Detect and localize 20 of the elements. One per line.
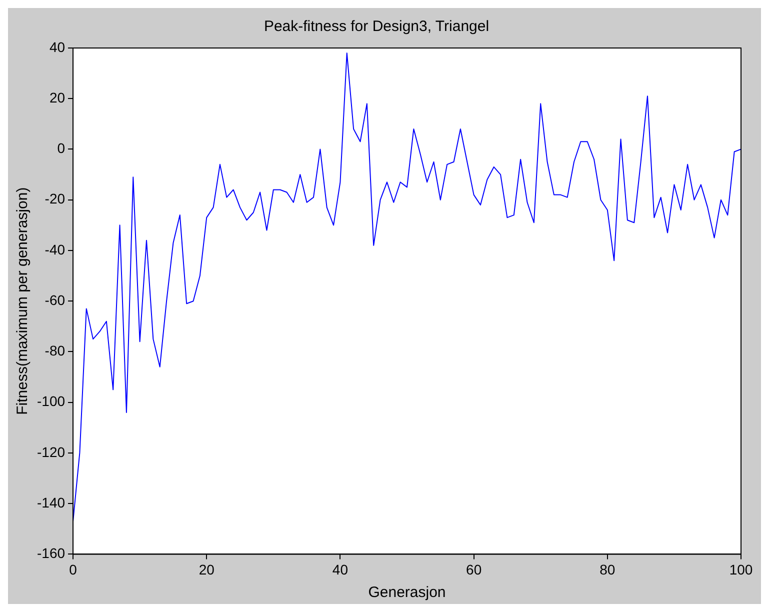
x-tick-label: 0	[69, 561, 78, 578]
y-tick-label: 40	[49, 38, 66, 55]
x-tick-label: 80	[600, 561, 616, 578]
y-tick-label: -20	[44, 190, 66, 207]
y-tick-label: 0	[57, 140, 66, 156]
y-tick-label: -60	[44, 292, 66, 308]
chart-title: Peak-fitness for Design3, Triangel	[264, 18, 490, 36]
y-tick-label: -160	[36, 545, 66, 562]
x-tick-label: 40	[332, 561, 348, 578]
y-tick-label: -120	[36, 444, 66, 460]
x-axis-title: Generasjon	[368, 584, 446, 602]
y-tick-label: -40	[44, 241, 66, 258]
y-tick-label: 20	[49, 89, 66, 106]
x-tick-label: 60	[466, 561, 482, 578]
x-tick-label: 100	[729, 561, 753, 578]
y-tick-label: -100	[36, 393, 66, 410]
y-axis-title: Fitness(maximum per generasjon)	[14, 187, 32, 415]
x-tick-label: 20	[198, 561, 215, 578]
y-tick-label: -140	[36, 494, 66, 510]
y-tick-label: -80	[44, 342, 66, 359]
